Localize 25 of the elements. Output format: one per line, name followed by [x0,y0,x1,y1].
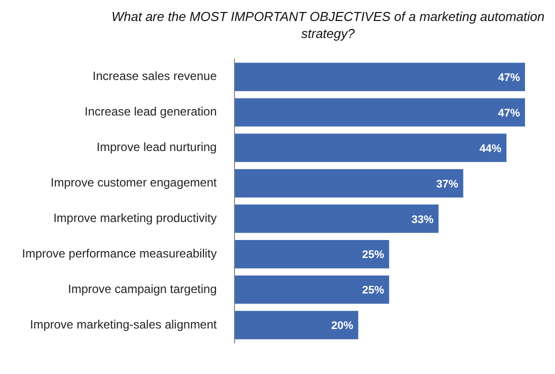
data-label: 25% [362,249,384,262]
bar [234,62,525,92]
data-label: 47% [498,107,520,120]
bar [234,204,439,233]
bar [234,310,358,340]
y-tick-label: Improve campaign targeting [68,282,217,296]
data-label: 33% [412,214,434,226]
y-tick-label: Improve lead nurturing [96,140,217,154]
bar [234,98,525,127]
y-tick-label: Increase sales revenue [92,69,218,84]
data-label: 47% [498,72,520,84]
data-label: 44% [479,142,502,155]
bar [234,169,464,198]
y-tick-label: Improve customer engagement [50,176,218,190]
y-tick-label: Increase lead generation [84,104,217,119]
y-tick-label: Improve marketing-sales alignment [30,317,218,332]
bar [234,275,390,304]
data-label: 20% [331,320,354,332]
y-tick-label: Improve performance measureability [22,246,217,260]
bar [234,240,390,268]
data-label: 37% [436,178,458,190]
chart-title: What are the MOST IMPORTANT OBJECTIVES of a marketing automation strategy? [110,8,546,42]
data-label: 25% [362,284,384,297]
y-tick-label: Improve marketing productivity [53,211,217,226]
bar [234,134,506,162]
